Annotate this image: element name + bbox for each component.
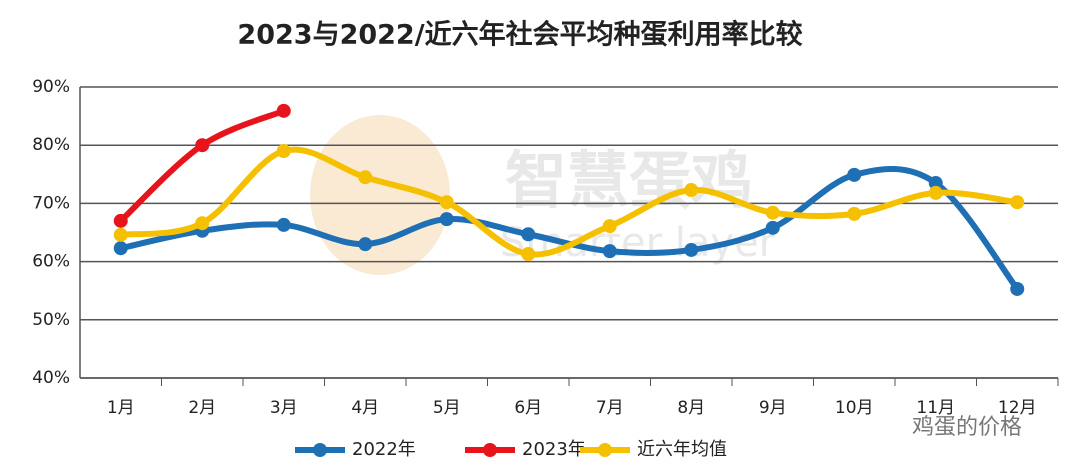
point [195,138,210,153]
point [358,237,373,252]
point [602,244,617,259]
point [521,247,536,262]
y-tick-label: 50% [32,310,70,330]
x-tick-label: 11月 [916,398,955,418]
point [439,212,454,227]
y-tick-label: 60% [32,252,70,272]
point [276,144,291,159]
y-tick-label: 90% [32,77,70,97]
point [439,195,454,210]
point [113,213,128,228]
point [847,167,862,182]
point [358,170,373,185]
point [602,219,617,234]
x-tick-label: 4月 [351,398,379,418]
x-tick-label: 9月 [759,398,787,418]
x-tick-label: 12月 [998,398,1037,418]
legend-dot [313,443,327,457]
legend-label: 2023年 [522,439,586,460]
chart-title: 2023与2022/近六年社会平均种蛋利用率比较 [237,19,802,51]
x-tick-label: 8月 [677,398,705,418]
point [1010,195,1025,210]
x-tick-label: 1月 [107,398,135,418]
watermark: 智慧蛋鸡 [505,144,753,217]
point [928,176,943,191]
x-tick-label: 7月 [596,398,624,418]
point [195,216,210,231]
legend-label: 2022年 [352,439,416,460]
legend-dot [483,443,497,457]
point [113,241,128,256]
point [765,205,780,220]
watermark: 鸡蛋的价格 [912,415,1022,440]
x-tick-label: 3月 [270,398,298,418]
y-tick-label: 70% [32,193,70,213]
point [928,185,943,200]
x-tick-label: 6月 [514,398,542,418]
x-tick-label: 5月 [433,398,461,418]
watermark-logo [310,115,450,275]
x-tick-label: 2月 [188,398,216,418]
y-tick-label: 80% [32,135,70,155]
y-tick-label: 40% [32,368,70,388]
point [765,220,780,235]
point [684,183,699,198]
point [276,217,291,232]
point [684,242,699,257]
point [113,227,128,242]
point [1010,281,1025,296]
point [276,103,291,118]
x-tick-label: 10月 [835,398,874,418]
legend-dot [598,443,612,457]
point [847,206,862,221]
legend-label: 近六年均值 [637,439,727,460]
point [521,227,536,242]
